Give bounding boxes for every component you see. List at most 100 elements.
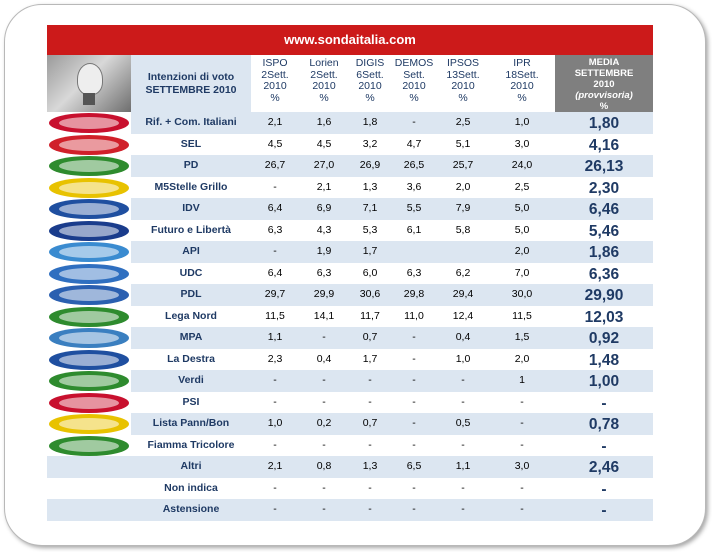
poll-value: 29,4 — [452, 288, 474, 300]
rifondazione-logo — [47, 112, 131, 134]
poll-value: 6,2 — [455, 266, 471, 279]
party-name: API — [182, 245, 200, 257]
party-name: Verdi — [178, 374, 204, 386]
average-value: 6,36 — [588, 265, 620, 283]
empty-logo-cell — [47, 499, 131, 521]
average-value: - — [601, 502, 607, 519]
poll-value: 3,0 — [514, 137, 530, 150]
poll-value: 0,2 — [316, 417, 332, 429]
poll-value: 11,5 — [512, 309, 532, 322]
poll-value: 6,4 — [267, 202, 283, 214]
poll-value: - — [368, 374, 372, 386]
poll-value: 1,3 — [362, 180, 378, 193]
party-name: PD — [183, 159, 199, 171]
poll-value: 0,8 — [316, 460, 332, 472]
poll-value: - — [273, 180, 277, 193]
poll-value: - — [322, 438, 326, 451]
poll-value: 1,8 — [362, 116, 378, 128]
poll-value: 3,2 — [362, 137, 378, 150]
poll-value: 1,1 — [267, 331, 283, 343]
average-value: 2,30 — [588, 179, 620, 197]
party-name: PSI — [182, 395, 200, 408]
poll-value: - — [412, 116, 416, 128]
party-name: Astensione — [162, 503, 220, 515]
table-row: PD 26,7 27,0 26,9 26,5 25,7 24,0 26,13 — [47, 155, 653, 177]
poll-value: 12,4 — [452, 309, 474, 322]
poll-value: 14,1 — [313, 309, 335, 322]
poll-value: 1,7 — [362, 245, 378, 257]
table-row: Futuro e Libertà 6,3 4,3 5,3 6,1 5,8 5,0 5,46 — [47, 219, 653, 241]
pd-logo — [47, 155, 131, 177]
fli-logo — [47, 219, 131, 241]
poll-value: - — [368, 395, 372, 408]
poll-value: 1 — [519, 374, 525, 386]
poll-value: 2,1 — [267, 116, 283, 128]
column-header-media: MEDIA SETTEMBRE 2010 (provvisoria)% — [555, 55, 653, 112]
poll-value: - — [412, 352, 416, 365]
poll-value: - — [322, 481, 326, 494]
party-name: SEL — [180, 137, 202, 150]
empty-logo-cell — [47, 456, 131, 478]
party-name: M5Stelle Grillo — [154, 180, 228, 193]
party-name: La Destra — [167, 352, 215, 365]
party-name: Futuro e Libertà — [151, 223, 231, 236]
poll-value: 24,0 — [511, 159, 533, 171]
poll-value: 1,7 — [362, 352, 378, 365]
average-value: 5,46 — [588, 222, 620, 240]
sinistra-logo — [47, 133, 131, 155]
poll-value: 2,0 — [514, 352, 530, 365]
table-row: Fiamma Tricolore - - - - - - - — [47, 434, 653, 456]
poll-value: 26,5 — [403, 159, 425, 171]
poll-value: - — [273, 481, 277, 494]
average-value: 1,00 — [588, 373, 620, 390]
table-row: M5Stelle Grillo - 2,1 1,3 3,6 2,0 2,5 2,30 — [47, 176, 653, 198]
table-header: Intenzioni di voto SETTEMBRE 2010 ISPO 2S… — [47, 55, 653, 112]
poll-value: - — [273, 374, 277, 386]
poll-value: - — [412, 331, 416, 343]
poll-value: 3,6 — [406, 180, 422, 193]
column-header-ispo: ISPO 2Sett. 2010% — [261, 57, 289, 104]
poll-value: 1,9 — [316, 245, 332, 257]
table-row: Astensione - - - - - - - — [47, 499, 653, 521]
poll-value: - — [368, 438, 372, 451]
column-header-lorien: Lorien 2Sett. 2010% — [309, 57, 339, 104]
poll-value: 7,9 — [455, 202, 471, 214]
lightbulb-photo — [47, 55, 131, 112]
poll-table: www.sondaitalia.com Intenzioni di voto S… — [47, 25, 653, 521]
poll-value: 6,0 — [362, 266, 378, 279]
poll-value: 5,5 — [406, 202, 422, 214]
poll-value: - — [412, 417, 416, 429]
poll-value: 3,0 — [514, 460, 530, 472]
poll-value: - — [461, 503, 465, 515]
poll-value: 4,5 — [316, 137, 332, 150]
table-row: Rif. + Com. Italiani 2,1 1,6 1,8 - 2,5 1,0 1,80 — [47, 112, 653, 134]
table-row: La Destra 2,3 0,4 1,7 - 1,0 2,0 1,48 — [47, 348, 653, 370]
party-name: Rif. + Com. Italiani — [145, 116, 237, 128]
poll-value: 0,5 — [455, 417, 471, 429]
fiamma-logo — [47, 434, 131, 456]
poll-value: 2,5 — [455, 116, 471, 128]
poll-value: - — [273, 438, 277, 451]
poll-value: - — [322, 374, 326, 386]
poll-value: 29,8 — [403, 288, 425, 300]
column-header-digis: DIGIS 6Sett. 2010% — [355, 57, 385, 104]
site-banner[interactable]: www.sondaitalia.com — [47, 25, 653, 55]
poll-value: 29,9 — [313, 288, 335, 300]
poll-value: 26,9 — [359, 159, 381, 171]
table-row: PSI - - - - - - - — [47, 391, 653, 413]
average-value: 0,78 — [588, 416, 620, 433]
api-logo — [47, 241, 131, 263]
poll-value: 6,3 — [406, 266, 422, 279]
poll-value: 1,0 — [514, 116, 530, 128]
average-value: 26,13 — [584, 158, 624, 175]
poll-value: - — [368, 503, 372, 515]
poll-value: - — [520, 481, 524, 494]
poll-value: 30,6 — [359, 288, 381, 300]
poll-value: - — [520, 417, 524, 429]
table-body: Rif. + Com. Italiani 2,1 1,6 1,8 - 2,5 1,0 1,80… — [47, 112, 653, 521]
average-value: 2,46 — [588, 459, 620, 476]
poll-value: 2,0 — [514, 245, 530, 257]
poll-value: 5,1 — [455, 137, 471, 150]
poll-value: - — [273, 503, 277, 515]
average-value: 12,03 — [584, 308, 624, 326]
